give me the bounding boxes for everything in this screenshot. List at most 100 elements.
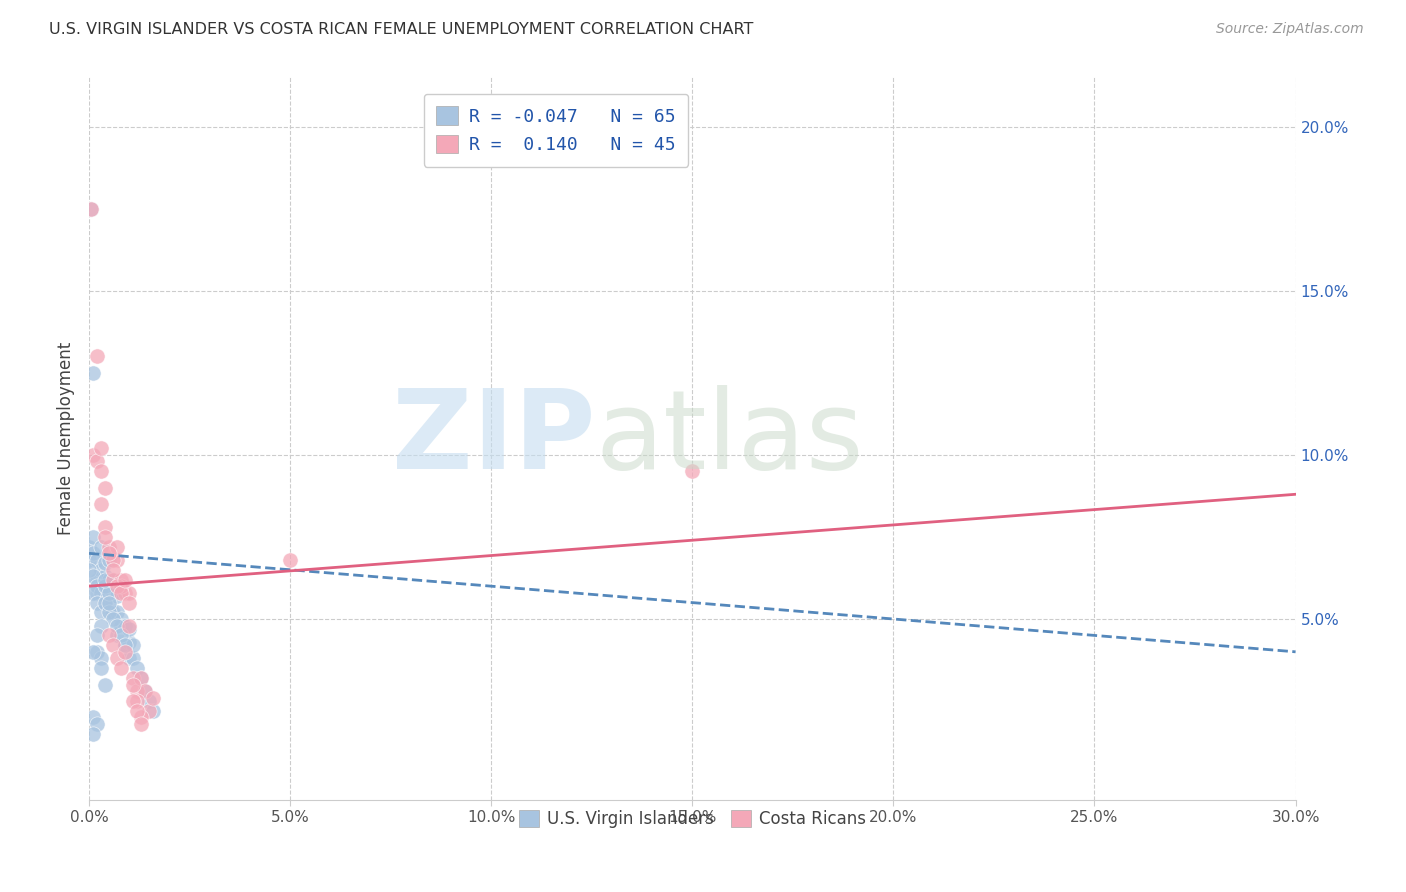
Point [681,464,703,478]
Legend: U.S. Virgin Islanders, Costa Ricans: U.S. Virgin Islanders, Costa Ricans [512,803,873,835]
Point [90,661,112,675]
Point [103,573,125,587]
Point [82,448,104,462]
Point [103,586,125,600]
Point [103,606,125,620]
Point [118,586,141,600]
Point [114,645,136,659]
Point [94,678,117,692]
Point [94,481,117,495]
Point [122,671,145,685]
Point [82,530,104,544]
Point [86,586,108,600]
Point [122,694,145,708]
Point [127,661,149,675]
Point [94,520,117,534]
Point [118,622,141,636]
Point [103,638,125,652]
Point [86,645,108,659]
Point [103,553,125,567]
Point [82,586,104,600]
Point [86,350,108,364]
Point [90,586,112,600]
Point [105,553,128,567]
Y-axis label: Female Unemployment: Female Unemployment [58,342,75,535]
Text: ZIP: ZIP [392,385,596,492]
Point [86,717,108,731]
Point [118,651,141,665]
Point [114,638,136,652]
Point [131,671,153,685]
Point [110,661,132,675]
Point [90,579,112,593]
Point [77,540,100,554]
Point [278,553,301,567]
Point [114,573,136,587]
Point [94,596,117,610]
Text: U.S. VIRGIN ISLANDER VS COSTA RICAN FEMALE UNEMPLOYMENT CORRELATION CHART: U.S. VIRGIN ISLANDER VS COSTA RICAN FEMA… [49,22,754,37]
Point [110,573,132,587]
Point [90,497,112,511]
Point [98,596,121,610]
Point [98,553,121,567]
Point [138,704,160,718]
Point [134,684,156,698]
Point [98,546,121,560]
Point [90,618,112,632]
Point [77,563,100,577]
Point [82,645,104,659]
Point [80,202,103,216]
Point [114,638,136,652]
Point [122,678,145,692]
Point [127,684,149,698]
Point [105,589,128,603]
Point [98,586,121,600]
Point [90,606,112,620]
Point [118,596,141,610]
Point [82,569,104,583]
Point [98,596,121,610]
Point [114,618,136,632]
Point [98,573,121,587]
Point [105,606,128,620]
Point [131,710,153,724]
Point [114,586,136,600]
Point [110,618,132,632]
Point [94,530,117,544]
Point [82,727,104,741]
Point [103,563,125,577]
Point [82,710,104,724]
Point [134,684,156,698]
Point [105,628,128,642]
Text: atlas: atlas [596,385,865,492]
Point [103,573,125,587]
Point [118,635,141,649]
Point [90,540,112,554]
Point [86,553,108,567]
Point [98,540,121,554]
Point [110,579,132,593]
Point [90,464,112,478]
Point [86,596,108,610]
Point [127,694,149,708]
Point [110,612,132,626]
Point [94,579,117,593]
Point [94,573,117,587]
Point [131,717,153,731]
Point [82,366,104,380]
Point [86,628,108,642]
Point [103,612,125,626]
Point [105,579,128,593]
Point [118,618,141,632]
Point [86,573,108,587]
Point [142,690,165,705]
Point [98,606,121,620]
Text: Source: ZipAtlas.com: Source: ZipAtlas.com [1216,22,1364,37]
Point [77,553,100,567]
Point [86,454,108,468]
Point [90,563,112,577]
Point [142,704,165,718]
Point [94,556,117,570]
Point [138,694,160,708]
Point [86,579,108,593]
